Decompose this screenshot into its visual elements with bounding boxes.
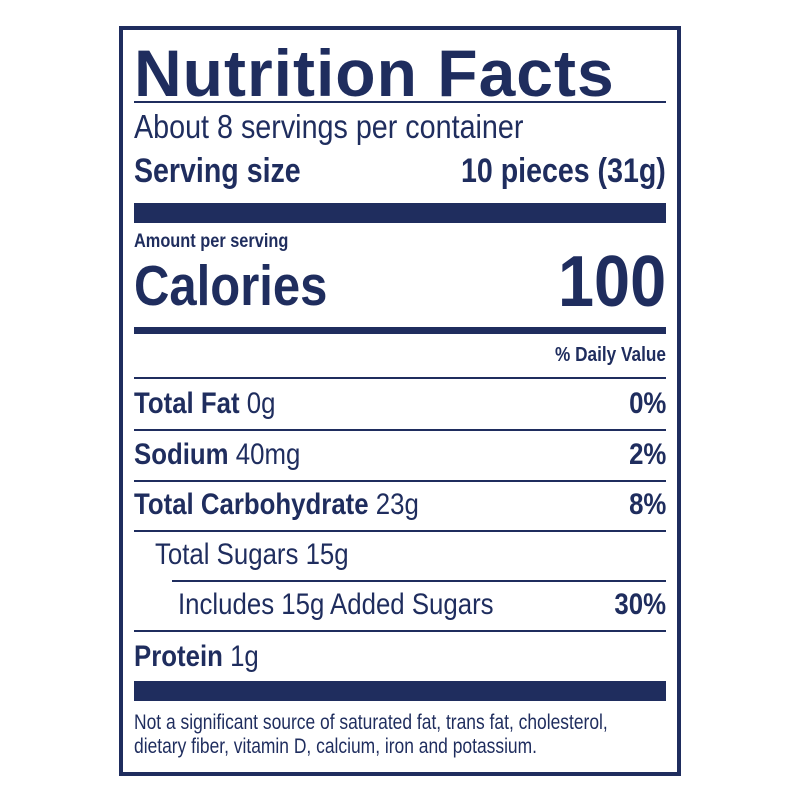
nutrient-sodium: Sodium 40mg — [134, 438, 301, 471]
divider — [172, 580, 666, 582]
thick-divider — [134, 203, 666, 223]
nutrient-added-sugars: Includes 15g Added Sugars — [178, 588, 494, 621]
footnote-line-2: dietary fiber, vitamin D, calcium, iron … — [134, 735, 538, 758]
calories-value: 100 — [557, 242, 666, 322]
footnote-line-1: Not a significant source of saturated fa… — [134, 711, 608, 734]
nutrition-label — [119, 26, 681, 776]
divider — [134, 630, 666, 632]
thick-divider — [134, 681, 666, 701]
divider — [134, 377, 666, 379]
dv-total-fat: 0% — [628, 387, 666, 420]
medium-divider — [134, 327, 666, 334]
amount-per-serving: Amount per serving — [134, 231, 289, 252]
dv-total-carbohydrate: 8% — [628, 488, 666, 521]
daily-value-header: % Daily Value — [555, 344, 666, 366]
nutrient-total-sugars: Total Sugars 15g — [155, 538, 349, 571]
serving-size-label: Serving size — [134, 152, 301, 190]
serving-size-value: 10 pieces (31g) — [461, 152, 666, 190]
label-title: Nutrition Facts — [134, 36, 615, 110]
nutrient-total-carbohydrate: Total Carbohydrate 23g — [134, 488, 419, 521]
divider — [134, 530, 666, 532]
calories-label: Calories — [134, 254, 328, 318]
servings-per-container: About 8 servings per container — [134, 108, 524, 145]
nutrient-total-fat: Total Fat 0g — [134, 387, 276, 420]
divider — [134, 480, 666, 482]
divider — [134, 429, 666, 431]
divider — [134, 101, 666, 103]
dv-sodium: 2% — [628, 438, 666, 471]
dv-added-sugars: 30% — [614, 588, 666, 621]
nutrient-protein: Protein 1g — [134, 640, 259, 673]
